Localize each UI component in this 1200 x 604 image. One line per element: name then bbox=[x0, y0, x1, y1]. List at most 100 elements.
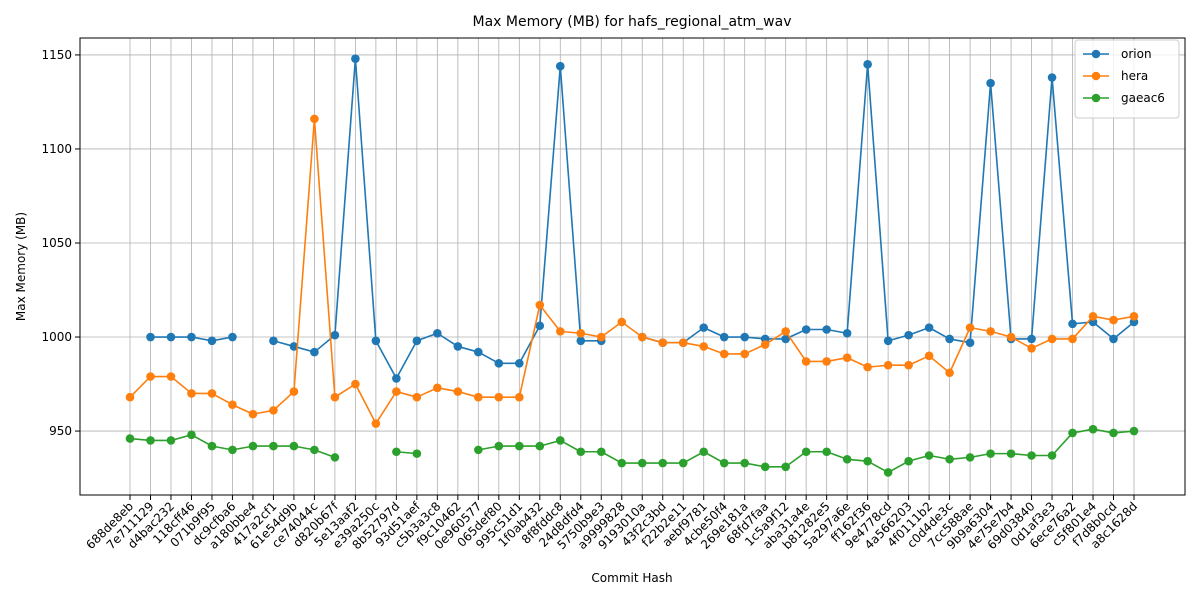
series-hera-point bbox=[842, 353, 852, 363]
y-axis-ticks: 950 1000 1050 1100 1150 bbox=[41, 48, 80, 438]
series-orion-segment bbox=[1113, 321, 1135, 340]
series-hera-segment bbox=[948, 327, 971, 374]
series-hera-segment bbox=[539, 304, 561, 332]
series-hera-segment bbox=[354, 383, 377, 424]
series-gaeac6-point bbox=[474, 445, 483, 455]
series-hera-point bbox=[1088, 312, 1098, 321]
series-hera-point bbox=[801, 357, 811, 366]
series-hera-segment bbox=[928, 355, 951, 374]
x-axis-label: Commit Hash bbox=[591, 571, 672, 585]
series-gaeac6-point bbox=[904, 456, 913, 466]
series-gaeac6-point bbox=[1027, 451, 1036, 460]
series-gaeac6-point bbox=[392, 447, 401, 457]
y-axis-label: Max Memory (MB) bbox=[14, 212, 28, 321]
plot-frame bbox=[79, 37, 1186, 496]
series-hera-point bbox=[658, 338, 668, 347]
series-hera-point bbox=[904, 360, 913, 370]
series-orion-point bbox=[310, 347, 319, 357]
series-orion-point bbox=[801, 325, 811, 334]
series-hera-point bbox=[924, 351, 934, 361]
series-gaeac6-point bbox=[801, 447, 811, 457]
series-gaeac6-point bbox=[678, 458, 688, 468]
series-hera-point bbox=[617, 317, 627, 327]
series-orion bbox=[146, 54, 1139, 383]
series-orion-point bbox=[351, 54, 360, 63]
y-tick-label: 1150 bbox=[41, 48, 72, 62]
legend-swatch-marker bbox=[1091, 71, 1101, 81]
series-hera-point bbox=[1027, 344, 1036, 353]
series-gaeac6-point bbox=[125, 434, 135, 443]
series-gaeac6-point bbox=[986, 449, 995, 458]
series-hera-point bbox=[125, 392, 135, 402]
series-gaeac6-point bbox=[699, 447, 709, 457]
series-hera-point bbox=[269, 406, 278, 415]
series-gaeac6-point bbox=[269, 441, 278, 451]
series-gaeac6-point bbox=[515, 441, 524, 451]
series-orion-segment bbox=[334, 58, 357, 336]
legend-label: orion bbox=[1121, 47, 1152, 61]
series-orion-segment bbox=[1092, 321, 1115, 340]
series-orion-point bbox=[965, 338, 975, 347]
series-gaeac6-point bbox=[555, 436, 565, 445]
series-orion-point bbox=[146, 332, 155, 342]
series-hera-point bbox=[555, 327, 565, 336]
series-orion-point bbox=[1109, 334, 1118, 344]
series-gaeac6-point bbox=[1088, 424, 1098, 434]
series-gaeac6-point bbox=[187, 430, 196, 440]
series-hera-point bbox=[965, 323, 975, 332]
series-orion-segment bbox=[866, 64, 889, 341]
series-orion-point bbox=[555, 61, 565, 71]
series-orion-point bbox=[842, 328, 852, 338]
series-hera-segment bbox=[293, 118, 316, 392]
series-hera-point bbox=[1047, 334, 1057, 344]
series-hera-segment bbox=[272, 390, 295, 411]
series-hera-point bbox=[351, 379, 360, 389]
series-hera-point bbox=[781, 327, 790, 336]
series-orion-segment bbox=[1030, 77, 1053, 339]
series-hera-point bbox=[637, 332, 647, 342]
series-gaeac6-point bbox=[842, 454, 852, 464]
series-gaeac6-segment bbox=[1051, 432, 1074, 457]
series-hera-point bbox=[146, 372, 155, 381]
series-gaeac6-point bbox=[719, 458, 729, 468]
series-orion-point bbox=[453, 342, 463, 351]
series-orion-point bbox=[924, 323, 934, 332]
series-hera-point bbox=[392, 387, 401, 396]
series-orion-point bbox=[494, 359, 504, 368]
series-orion-point bbox=[207, 336, 217, 346]
series-hera-point bbox=[986, 327, 995, 336]
series-hera-segment bbox=[1071, 315, 1094, 340]
series-orion-point bbox=[1047, 73, 1057, 82]
series-gaeac6-point bbox=[781, 462, 790, 472]
series-orion-point bbox=[740, 332, 749, 342]
y-tick-label: 1000 bbox=[41, 330, 72, 344]
series-gaeac6-point bbox=[1068, 428, 1077, 438]
series-orion-point bbox=[883, 336, 893, 346]
series-orion-segment bbox=[538, 66, 562, 326]
series-gaeac6-point bbox=[596, 447, 606, 457]
series-hera-point bbox=[1129, 312, 1139, 321]
series-gaeac6-point bbox=[310, 445, 319, 455]
series-orion-segment bbox=[313, 334, 336, 353]
series-gaeac6-point bbox=[228, 445, 237, 455]
series-hera-point bbox=[330, 392, 340, 402]
legend-label: hera bbox=[1121, 69, 1148, 83]
series-hera-point bbox=[494, 392, 504, 402]
series-gaeac6-point bbox=[617, 458, 627, 468]
grid-lines bbox=[80, 38, 1185, 495]
series-orion-segment bbox=[354, 58, 377, 341]
legend: orion hera gaeac6 bbox=[1074, 39, 1180, 119]
series-hera-point bbox=[515, 392, 524, 402]
series-gaeac6-point bbox=[1129, 426, 1139, 436]
series-orion-point bbox=[412, 336, 422, 346]
series-gaeac6-point bbox=[535, 441, 545, 451]
series-hera-point bbox=[945, 368, 954, 378]
series-orion-point bbox=[1027, 334, 1036, 344]
series-hera-point bbox=[166, 372, 176, 381]
series-orion-point bbox=[945, 334, 954, 344]
series-hera-segment bbox=[170, 375, 192, 395]
series-orion-point bbox=[535, 321, 545, 331]
chart-title: Max Memory (MB) for hafs_regional_atm_wa… bbox=[473, 14, 792, 30]
